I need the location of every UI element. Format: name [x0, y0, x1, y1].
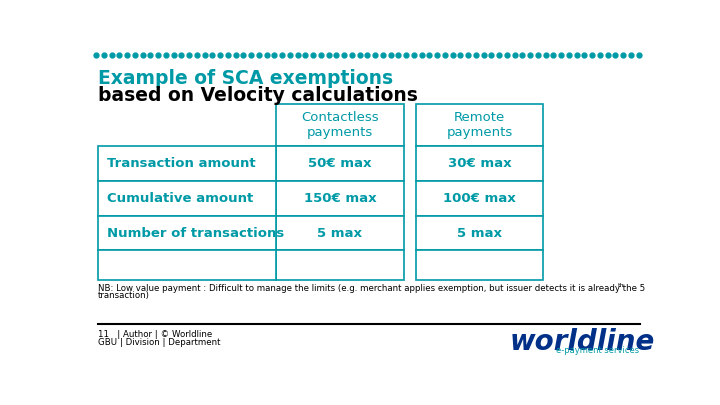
- Text: 5 max: 5 max: [457, 226, 502, 239]
- Text: Remote
payments: Remote payments: [446, 111, 513, 139]
- Text: 5 max: 5 max: [318, 226, 362, 239]
- Bar: [98, 146, 276, 181]
- Bar: [276, 216, 404, 250]
- Bar: [415, 146, 544, 181]
- Text: 11   | Author | © Worldline: 11 | Author | © Worldline: [98, 330, 212, 339]
- Text: Number of transactions: Number of transactions: [107, 226, 284, 239]
- Bar: [276, 250, 404, 279]
- Text: based on Velocity calculations: based on Velocity calculations: [98, 85, 418, 104]
- Text: Example of SCA exemptions: Example of SCA exemptions: [98, 68, 393, 87]
- Text: Cumulative amount: Cumulative amount: [107, 192, 253, 205]
- Bar: [98, 216, 276, 250]
- Text: e-payment services: e-payment services: [556, 346, 639, 355]
- Bar: [415, 104, 544, 146]
- Bar: [276, 146, 404, 181]
- Text: 100€ max: 100€ max: [443, 192, 516, 205]
- Bar: [415, 216, 544, 250]
- Bar: [276, 104, 404, 146]
- Text: 50€ max: 50€ max: [308, 157, 372, 170]
- Text: 150€ max: 150€ max: [304, 192, 377, 205]
- Bar: [415, 181, 544, 216]
- Bar: [276, 181, 404, 216]
- Text: NB: Low value payment : Difficult to manage the limits (e.g. merchant applies ex: NB: Low value payment : Difficult to man…: [98, 284, 645, 293]
- Bar: [415, 250, 544, 279]
- Bar: [98, 250, 276, 279]
- Text: 30€ max: 30€ max: [448, 157, 511, 170]
- Bar: [98, 181, 276, 216]
- Text: Contactless
payments: Contactless payments: [301, 111, 379, 139]
- Text: Transaction amount: Transaction amount: [107, 157, 256, 170]
- Text: transaction): transaction): [98, 291, 150, 300]
- Text: th: th: [618, 283, 624, 288]
- Text: worldline: worldline: [510, 328, 654, 356]
- Text: GBU | Division | Department: GBU | Division | Department: [98, 338, 220, 347]
